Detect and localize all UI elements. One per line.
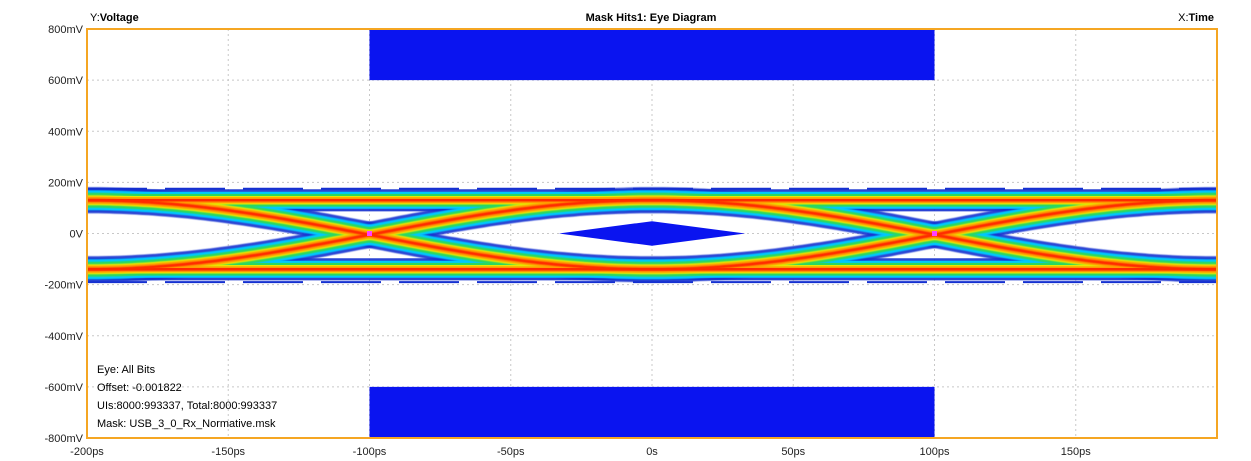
y-tick-labels: 800mV 600mV 400mV 200mV 0V -200mV -400mV -600mV… bbox=[44, 24, 83, 445]
mask-layer bbox=[369, 29, 935, 438]
y-tick-label-8: -800mV bbox=[44, 433, 83, 445]
y-axis-name: Voltage bbox=[100, 12, 139, 24]
info-offset: Offset: -0.001822 bbox=[97, 382, 182, 394]
x-tick-label-4: 0s bbox=[646, 446, 658, 458]
eye-trace-rising-band-5 bbox=[87, 198, 1217, 271]
x-tick-label-6: 100ps bbox=[920, 446, 950, 458]
x-tick-labels: -200ps -150ps -100ps -50ps 0s 50ps 100ps 150ps bbox=[70, 446, 1091, 458]
plot-frame bbox=[86, 28, 1218, 439]
eye-trace-layer bbox=[79, 187, 1225, 284]
x-tick-label-1: -150ps bbox=[211, 446, 245, 458]
y-tick-label-2: 400mV bbox=[48, 126, 84, 138]
y-tick-label-4: 0V bbox=[70, 229, 84, 241]
mask-region-center bbox=[558, 221, 746, 246]
x-tick-label-7: 150ps bbox=[1061, 446, 1091, 458]
x-tick-label-2: -100ps bbox=[353, 446, 387, 458]
x-axis-prefix: X: bbox=[1178, 12, 1188, 24]
marker-layer bbox=[367, 231, 937, 236]
x-tick-label-5: 50ps bbox=[781, 446, 805, 458]
mask-region-bottom bbox=[369, 386, 935, 438]
y-tick-label-5: -200mV bbox=[44, 280, 83, 292]
y-tick-label-0: 800mV bbox=[48, 24, 84, 36]
y-tick-label-6: -400mV bbox=[44, 331, 83, 343]
info-uis: UIs:8000:993337, Total:8000:993337 bbox=[97, 400, 277, 412]
y-axis-prefix: Y: bbox=[90, 12, 100, 24]
x-tick-label-3: -50ps bbox=[497, 446, 525, 458]
y-tick-label-3: 200mV bbox=[48, 177, 84, 189]
x-axis-name: Time bbox=[1189, 12, 1214, 24]
x-tick-label-0: -200ps bbox=[70, 446, 104, 458]
crossing-marker-1 bbox=[932, 231, 937, 236]
chart-title: Mask Hits1: Eye Diagram bbox=[586, 12, 717, 24]
mask-region-top bbox=[369, 29, 935, 81]
info-eye: Eye: All Bits bbox=[97, 364, 156, 376]
info-mask: Mask: USB_3_0_Rx_Normative.msk bbox=[97, 418, 276, 430]
y-tick-label-1: 600mV bbox=[48, 75, 84, 87]
y-tick-label-7: -600mV bbox=[44, 382, 83, 394]
x-axis-header: X:Time bbox=[1178, 12, 1214, 24]
crossing-marker-0 bbox=[367, 231, 372, 236]
eye-trace-falling-band-5 bbox=[87, 198, 1217, 271]
y-axis-header: Y:Voltage bbox=[90, 12, 139, 24]
